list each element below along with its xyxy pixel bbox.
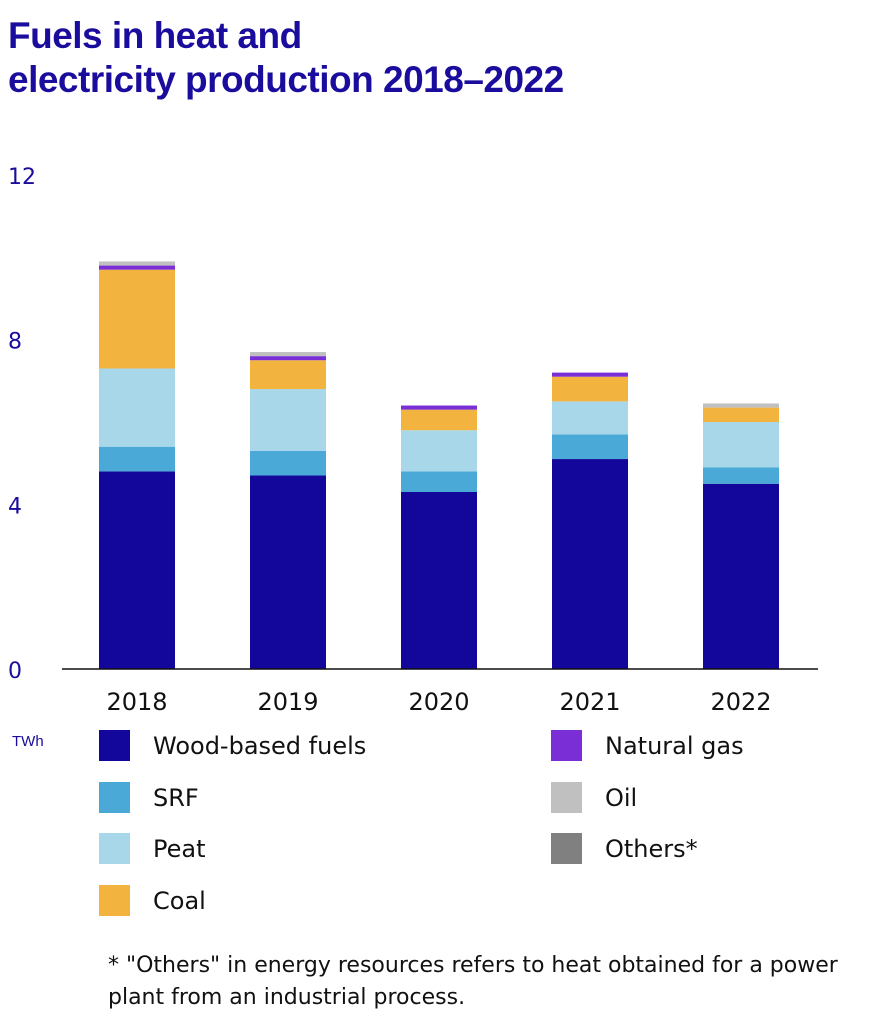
bar-segment-natural-gas-2020 (401, 405, 477, 410)
footnote: * "Others" in energy resources refers to… (108, 953, 838, 1010)
stacked-bar-chart: 0 4 8 12 2018 2019 2020 2021 2022 (8, 165, 818, 716)
legend-swatch-others (551, 833, 582, 864)
legend-label-coal: Coal (153, 886, 206, 915)
x-tick-label: 2022 (710, 688, 771, 716)
legend-swatch-wood-based-fuels (99, 730, 130, 761)
bar-segment-srf-2019 (250, 450, 326, 476)
bar-segment-wood-based-fuels-2019 (250, 475, 326, 669)
bar-segment-oil-2022 (703, 403, 779, 408)
bar-segment-wood-based-fuels-2022 (703, 483, 779, 669)
legend-swatch-oil (551, 782, 582, 813)
bar-segment-coal-2018 (99, 269, 175, 369)
x-tick-label: 2021 (559, 688, 620, 716)
x-tick-label: 2018 (106, 688, 167, 716)
legend-item-natural-gas: Natural gas (551, 730, 744, 761)
legend-item-srf: SRF (99, 782, 199, 813)
legend-label-peat: Peat (153, 834, 206, 863)
legend-label-natural-gas: Natural gas (605, 731, 744, 760)
bar-segment-natural-gas-2018 (99, 265, 175, 270)
bar-segment-peat-2019 (250, 389, 326, 451)
bar-segment-wood-based-fuels-2018 (99, 471, 175, 669)
bar-segment-srf-2018 (99, 446, 175, 472)
bar-segment-oil-2019 (250, 352, 326, 357)
bar-segment-wood-based-fuels-2021 (552, 459, 628, 669)
bar-segment-oil-2018 (99, 261, 175, 266)
legend-item-peat: Peat (99, 833, 206, 864)
y-axis-unit: TWh (12, 733, 44, 750)
legend-item-coal: Coal (99, 885, 206, 916)
bar-segment-peat-2022 (703, 422, 779, 468)
bar-segment-wood-based-fuels-2020 (401, 491, 477, 669)
bar-segment-srf-2022 (703, 467, 779, 484)
legend-label-srf: SRF (153, 783, 199, 812)
bar-segment-natural-gas-2019 (250, 356, 326, 361)
y-tick-label: 12 (8, 165, 36, 190)
legend-item-wood-based-fuels: Wood-based fuels (99, 730, 366, 761)
legend-swatch-natural-gas (551, 730, 582, 761)
legend-item-oil: Oil (551, 782, 637, 813)
y-tick-label: 4 (8, 494, 22, 519)
chart-title-line-1: Fuels in heat and (8, 15, 302, 56)
y-tick-label: 8 (8, 330, 22, 355)
x-tick-label: 2019 (257, 688, 318, 716)
legend-label-wood-based-fuels: Wood-based fuels (153, 731, 367, 760)
bar-segment-coal-2019 (250, 360, 326, 390)
bar-segment-coal-2021 (552, 376, 628, 402)
x-tick-label: 2020 (408, 688, 469, 716)
bar-segment-peat-2021 (552, 401, 628, 435)
chart-title: Fuels in heat and electricity production… (8, 14, 564, 102)
legend-item-others: Others* (551, 833, 698, 864)
y-tick-label: 0 (8, 659, 22, 684)
chart-title-line-2: electricity production 2018–2022 (8, 59, 564, 100)
legend-label-others: Others* (605, 834, 698, 863)
legend-label-oil: Oil (605, 783, 638, 812)
bar-segment-coal-2022 (703, 407, 779, 422)
bar-segment-natural-gas-2021 (552, 372, 628, 377)
legend-swatch-peat (99, 833, 130, 864)
bar-segment-srf-2021 (552, 434, 628, 460)
bar-segment-coal-2020 (401, 409, 477, 431)
legend-swatch-coal (99, 885, 130, 916)
bar-segment-srf-2020 (401, 471, 477, 492)
bar-segment-peat-2018 (99, 368, 175, 447)
legend-swatch-srf (99, 782, 130, 813)
bar-segment-peat-2020 (401, 430, 477, 472)
